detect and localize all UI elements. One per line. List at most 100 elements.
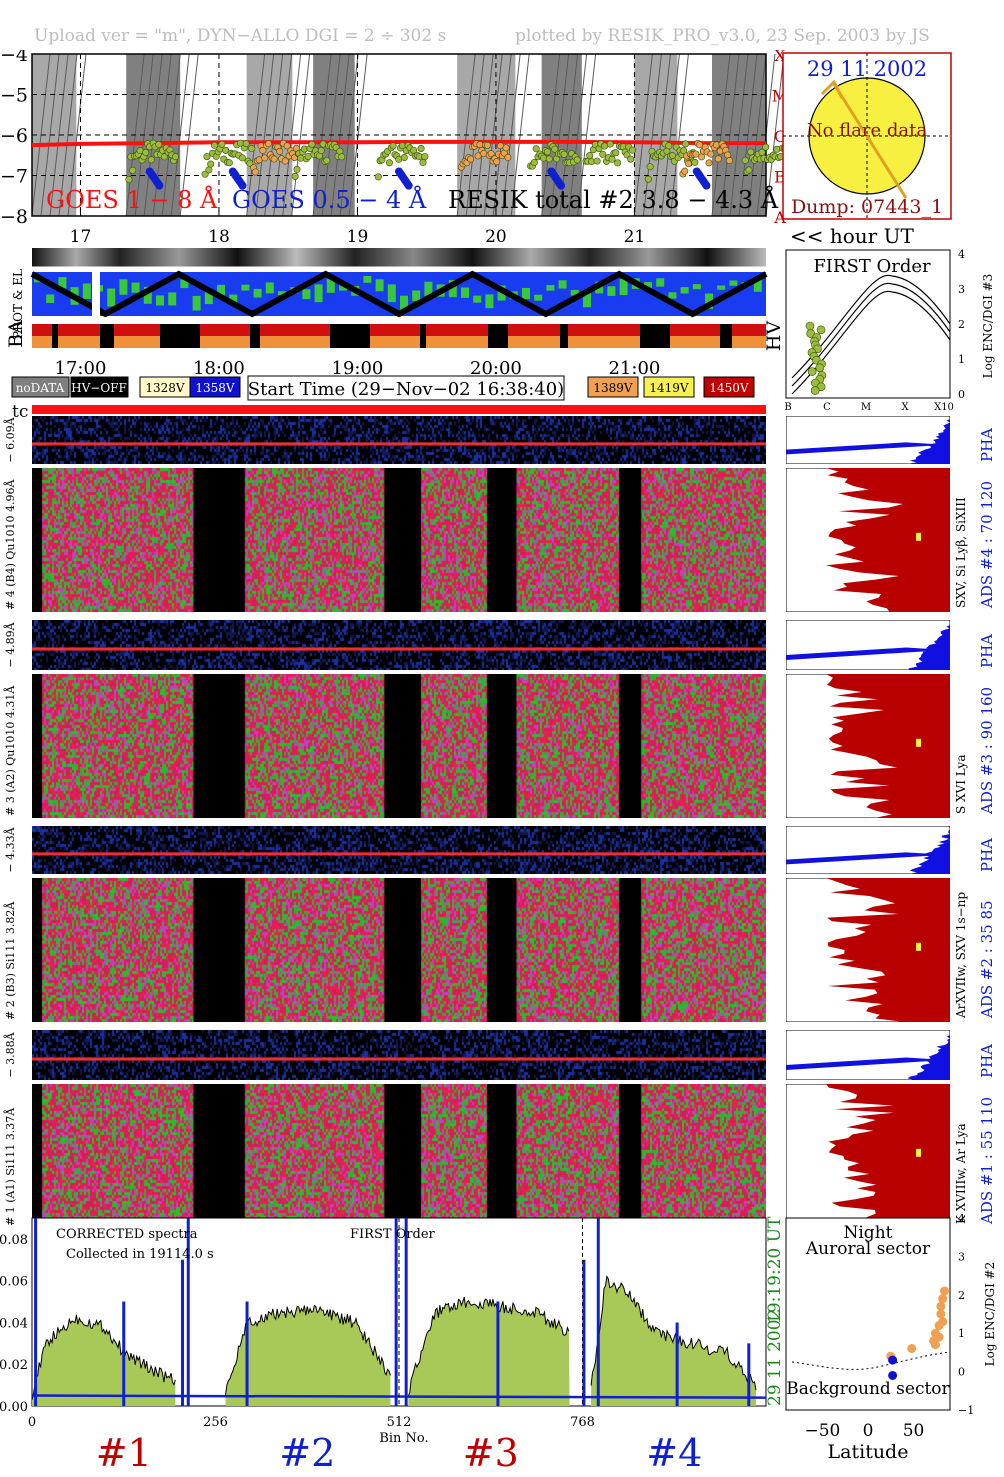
spectrogram-4 (32, 468, 766, 612)
spectrum-area (225, 1305, 391, 1406)
ads-label-2: ADS #2 : 35 85 (978, 900, 996, 1018)
svg-text:17: 17 (70, 227, 92, 247)
lat-point (936, 1309, 946, 1319)
svg-text:−7: −7 (0, 166, 28, 188)
svg-text:21: 21 (624, 227, 646, 247)
svg-text:C: C (823, 402, 831, 413)
spectrum-line (225, 1304, 391, 1395)
pha-strip-3 (32, 620, 766, 670)
pha-histogram-2 (786, 826, 950, 874)
spectrum-line (407, 1296, 570, 1396)
latitude-panel: Night Auroral sector Background sector 4… (785, 1214, 997, 1463)
no-flare-note: No flare data (807, 120, 928, 141)
goes-lightcurve: GOES 1 − 8 Å GOES 0.5 − 4 Å RESIK total … (0, 50, 914, 248)
svg-text:B: B (784, 402, 791, 413)
svg-text:3: 3 (958, 283, 965, 296)
lat-point (888, 1370, 898, 1380)
goes-1-8-series (31, 139, 766, 148)
svg-text:768: 768 (570, 1415, 595, 1430)
resik-total-points (125, 139, 796, 190)
channel-marks: #1 #2 #3 #4 (96, 1431, 703, 1475)
channel-mark: #3 (463, 1431, 519, 1475)
pha-tag-2: PHA (978, 837, 996, 872)
ba-bar (32, 324, 766, 348)
sun-position-panel: 29 11 2002 No flare data Dump: 07443_1 (782, 52, 952, 220)
row-label-hv: HV (763, 321, 780, 352)
svg-text:0.04: 0.04 (0, 1316, 28, 1331)
hv-legend-label: noDATA (16, 381, 65, 395)
svg-text:256: 256 (203, 1415, 228, 1430)
spectrogram-2 (32, 878, 766, 1022)
pha-label-2: − 4.33Å (4, 827, 17, 873)
ads-histogram-1 (786, 1084, 950, 1228)
ads-label-3: ADS #3 : 90 160 (978, 686, 996, 814)
spectra-data (31, 1218, 767, 1406)
spectra-y-ticks: 0.08 0.06 0.04 0.02 0.00 (0, 1233, 28, 1415)
orbit-track (30, 270, 768, 318)
svg-text:4: 4 (958, 1214, 965, 1225)
channel-label-1: # 1 (A1) Si111 3.37Å (4, 1107, 17, 1226)
pha-tag-1: PHA (978, 1043, 996, 1078)
svg-text:0: 0 (863, 1421, 874, 1441)
spectra-date: 29 11 2002 (765, 1309, 782, 1406)
svg-text:0: 0 (958, 388, 965, 401)
svg-text:19:00: 19:00 (332, 358, 384, 379)
spectrogram-1 (32, 1084, 766, 1228)
spectrum-area (32, 1314, 176, 1406)
spectra-mid-title: FIRST Order (350, 1227, 436, 1242)
pha-histogram-3 (786, 620, 950, 670)
hv-legend-label: 1419V (649, 381, 689, 395)
hv-legend-label: 1358V (195, 381, 235, 395)
pha-tag-4: PHA (978, 427, 996, 462)
lat-point (934, 1332, 944, 1342)
hv-legend-swatch (11, 376, 70, 398)
start-time: Start Time (29−Nov−02 16:38:40) (248, 379, 564, 400)
lat-point (940, 1286, 950, 1296)
tc-bar (32, 405, 766, 414)
status-strip: PROT & EL BA HV 17:00 18:00 19:00 20:00 21:0… (5, 248, 780, 401)
pha-histogram-1 (786, 1030, 950, 1080)
svg-text:−5: −5 (0, 85, 28, 107)
svg-text:17:00: 17:00 (55, 358, 107, 379)
latitude-y-ticks: 4 3 2 1 0 −1 (958, 1214, 974, 1417)
lat-point (930, 1340, 940, 1350)
svg-text:−6: −6 (0, 125, 28, 147)
lat-title-1: Night (844, 1223, 893, 1243)
dump-label: Dump: 07443_1 (791, 196, 943, 218)
svg-text:−50: −50 (804, 1421, 840, 1441)
svg-text:18: 18 (208, 227, 230, 247)
svg-text:18:00: 18:00 (193, 358, 245, 379)
line-id-2: ArXVIIw, SXV 1s−np (954, 891, 968, 1018)
lat-point (907, 1344, 917, 1354)
channel-label-4: # 4 (B4) Qu1010 4.96Å (4, 479, 17, 610)
particle-strip (32, 248, 766, 268)
spectrogram-3 (32, 674, 766, 818)
ads-histogram-2 (786, 878, 950, 1022)
channel-label-3: # 3 (A2) Qu1010 4.31Å (4, 685, 17, 816)
ads-label-1: ADS #1 : 55 110 (978, 1096, 996, 1224)
hv-legend-label: HV−OFF (71, 381, 127, 395)
tc-label: tc (12, 402, 29, 422)
row-label-prot-el: PROT & EL (11, 269, 25, 339)
line-id-3: S XVI Lya (954, 754, 968, 815)
svg-text:−8: −8 (0, 206, 28, 228)
corrected-spectra-chart: 0.08 0.06 0.04 0.02 0.00 0 256 512 768 CORRECTE… (0, 1216, 782, 1475)
lightcurve-grid (32, 54, 766, 216)
hour-labels: 17 18 19 20 21 (70, 227, 646, 247)
sun-arrowhead (820, 79, 844, 99)
first-order-x-ticks: B C M X X10 (784, 402, 954, 413)
svg-text:0.02: 0.02 (0, 1358, 28, 1373)
hv-legend-swatch (587, 376, 639, 398)
legend-resik-total: RESIK total #2 3.8 − 4.3 Å (448, 185, 779, 214)
spectra-subtitle: Collected in 19114.0 s (66, 1247, 214, 1262)
first-order-panel: FIRST Order 4 3 2 1 0 B C M X X10 Log ENC/DGI #3 (784, 248, 995, 413)
channel-mark: #2 (279, 1431, 335, 1475)
spectra-time: 19:19:20 UT (765, 1216, 782, 1324)
hour-unit-label: << hour UT (790, 224, 914, 248)
lat-point (938, 1294, 948, 1304)
lat-y-label: Log ENC/DGI #2 (983, 1262, 997, 1367)
legend-goes-0.5-4: GOES 0.5 − 4 Å (232, 185, 427, 214)
pha-histogram-4 (786, 416, 950, 464)
hv-legend-swatch (703, 376, 755, 398)
svg-text:X10: X10 (934, 402, 954, 413)
